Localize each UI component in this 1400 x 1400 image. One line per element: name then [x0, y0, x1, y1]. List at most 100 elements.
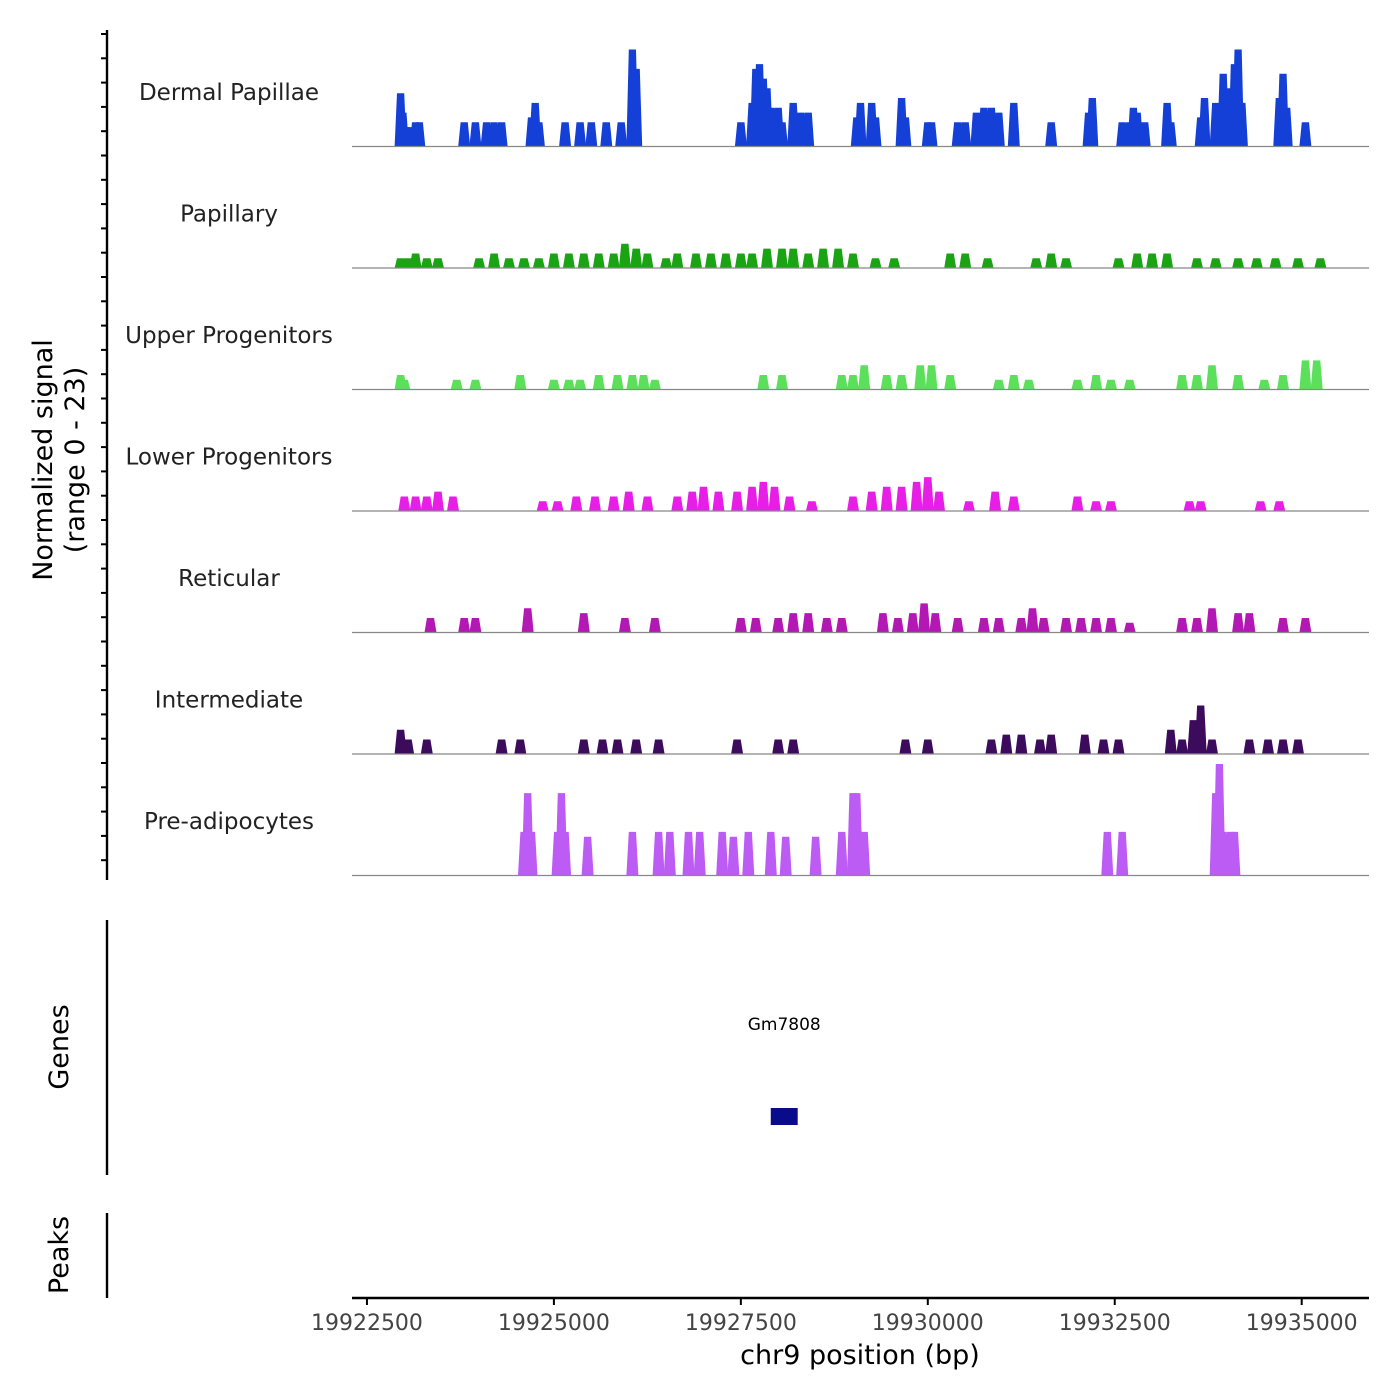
signal-peak — [447, 496, 459, 511]
signal-peak — [820, 618, 833, 633]
signal-peak — [832, 248, 845, 268]
signal-peak — [1209, 258, 1222, 268]
signal-peak — [671, 253, 684, 268]
signal-peak — [562, 379, 575, 390]
signal-peak — [1243, 739, 1256, 754]
signal-peak — [514, 375, 527, 390]
signal-peak — [1097, 739, 1110, 754]
signal-peak — [420, 258, 433, 268]
signal-peak — [641, 496, 654, 511]
signal-peak — [768, 486, 781, 511]
signal-peak — [577, 613, 590, 633]
signal-peak — [1090, 501, 1103, 511]
track-label: Reticular — [178, 566, 280, 592]
signal-peak — [880, 375, 893, 390]
signal-peak — [858, 831, 871, 876]
signal-peak — [847, 496, 859, 511]
signal-peak — [1277, 618, 1289, 633]
signal-peak — [776, 248, 788, 268]
signal-peak — [641, 253, 654, 268]
y-axis-title-line2: (range 0 - 23) — [60, 367, 91, 554]
signal-peak — [1131, 253, 1144, 268]
signal-peak — [532, 122, 545, 147]
signal-peak — [622, 491, 635, 511]
y-axis-title: Normalized signal (range 0 - 23) — [28, 339, 91, 581]
gene-label: Gm7808 — [748, 1015, 821, 1035]
signal-peak — [1090, 375, 1103, 390]
signal-peak — [409, 496, 422, 511]
signal-peak — [409, 253, 422, 268]
signal-peak — [630, 248, 643, 268]
signal-peak — [719, 253, 732, 268]
signal-peak — [1243, 613, 1256, 633]
signal-peak — [690, 253, 702, 268]
signal-peak — [1146, 253, 1159, 268]
track-label: Pre-adipocytes — [144, 809, 314, 835]
signal-peak — [413, 122, 426, 147]
signal-peak — [817, 248, 830, 268]
signal-peak — [1176, 618, 1189, 633]
signal-peak — [746, 253, 759, 268]
signal-peak — [1075, 618, 1088, 633]
signal-peak — [1030, 258, 1043, 268]
signal-peak — [652, 831, 665, 876]
signal-peak — [734, 253, 747, 268]
signal-peak — [787, 613, 800, 633]
track-reticular: Reticular — [178, 566, 1369, 634]
track-label: Lower Progenitors — [126, 445, 333, 471]
signal-peak — [895, 375, 908, 390]
signal-peak — [630, 739, 643, 754]
signal-peak — [458, 122, 471, 147]
signal-peak — [1206, 608, 1218, 633]
signal-peak — [776, 122, 788, 147]
signal-peak — [891, 618, 904, 633]
signal-peak — [1254, 501, 1267, 511]
signal-peak — [1037, 618, 1050, 633]
signal-peak — [469, 122, 482, 147]
signal-peak — [1194, 501, 1207, 511]
signal-peak — [581, 836, 594, 876]
track-papillary: Papillary — [180, 202, 1369, 269]
signal-peak — [592, 253, 605, 268]
signal-peak — [1250, 258, 1263, 268]
track-label: Papillary — [180, 202, 278, 228]
x-tick-label: 19930000 — [872, 1311, 984, 1336]
signal-peak — [1183, 501, 1196, 511]
signal-peak — [802, 112, 815, 147]
signal-peak — [1191, 258, 1203, 268]
signal-peak — [1277, 739, 1289, 754]
genes-panel-label: Genes — [44, 1004, 75, 1089]
signal-peak — [518, 258, 530, 268]
signal-peak — [577, 253, 590, 268]
signal-peak — [686, 491, 699, 511]
signal-peak — [1299, 618, 1312, 633]
signal-peak — [1015, 734, 1028, 754]
genes-panel: Gm7808 — [748, 1015, 821, 1125]
signal-peak — [1273, 501, 1286, 511]
signal-peak — [574, 379, 587, 390]
signal-peak — [835, 375, 848, 390]
signal-peak — [652, 739, 665, 754]
signal-peak — [1060, 258, 1073, 268]
signal-peak — [618, 618, 631, 633]
signal-peak — [473, 258, 486, 268]
signal-peak — [783, 496, 796, 511]
signal-peak — [933, 491, 945, 511]
signal-peak — [910, 481, 923, 511]
signal-peak — [876, 613, 889, 633]
signal-peak — [1258, 379, 1271, 390]
signal-peak — [1123, 379, 1136, 390]
signal-peak — [749, 618, 762, 633]
signal-peak — [704, 253, 717, 268]
signal-peak — [1071, 496, 1084, 511]
signal-peak — [888, 258, 901, 268]
signal-peak — [712, 491, 725, 511]
signal-peak — [551, 501, 564, 511]
signal-peak — [1045, 734, 1058, 754]
signal-peak — [925, 122, 938, 147]
signal-peak — [525, 831, 538, 876]
signal-peak — [1280, 107, 1293, 147]
signal-peak — [1026, 608, 1039, 633]
signal-peak — [1314, 258, 1327, 268]
